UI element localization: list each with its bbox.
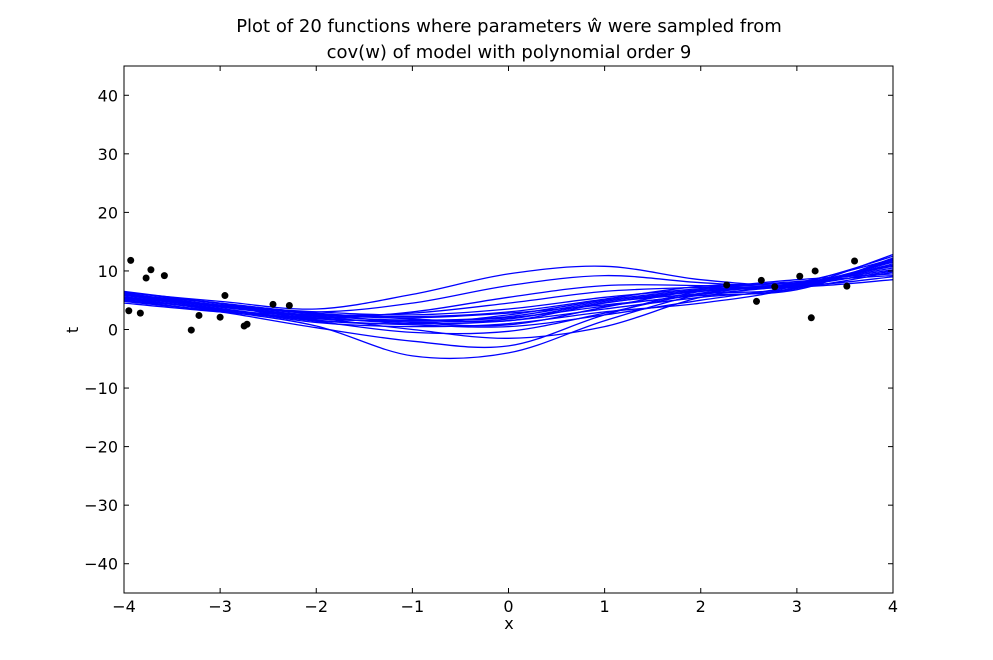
sampled-function-curve <box>123 260 894 321</box>
points-group <box>125 256 859 334</box>
sampled-function-curve <box>123 258 894 323</box>
data-point <box>843 282 851 290</box>
data-point <box>195 311 203 319</box>
y-tick-label: −40 <box>84 555 118 574</box>
x-axis-ticks: −4 −3 −2 −1 0 1 2 3 4 <box>112 66 898 616</box>
plot-area-background <box>124 66 893 593</box>
y-tick-label: 30 <box>98 145 118 164</box>
data-point <box>753 297 761 305</box>
chart-title-line1: Plot of 20 functions where parameters ŵ … <box>236 16 782 37</box>
x-tick-label: 0 <box>503 597 513 616</box>
data-point <box>269 300 277 308</box>
x-tick-label: 1 <box>600 597 610 616</box>
y-tick-label: −10 <box>84 379 118 398</box>
y-tick-label: −20 <box>84 438 118 457</box>
chart-title-line2: cov(w) of model with polynomial order 9 <box>327 42 692 63</box>
y-axis-ticks: −40 −30 −20 −10 0 10 20 30 40 <box>84 86 893 574</box>
curves-group <box>123 253 894 360</box>
data-point <box>811 267 819 275</box>
data-point <box>851 257 859 265</box>
data-point <box>771 283 779 291</box>
y-tick-label: −30 <box>84 496 118 515</box>
data-point <box>807 314 815 322</box>
x-tick-label: −2 <box>304 597 328 616</box>
data-point <box>160 272 168 280</box>
data-point <box>243 320 251 328</box>
x-tick-label: 3 <box>792 597 802 616</box>
data-point <box>125 307 133 315</box>
data-point <box>216 313 224 321</box>
x-tick-label: 2 <box>696 597 706 616</box>
data-point <box>723 281 731 289</box>
y-tick-label: 40 <box>98 86 118 105</box>
sampled-function-curve <box>123 269 894 318</box>
data-point <box>187 326 195 334</box>
data-point <box>796 272 804 280</box>
data-point <box>757 276 765 284</box>
data-point <box>147 266 155 274</box>
y-tick-label: 20 <box>98 203 118 222</box>
x-tick-label: −4 <box>112 597 136 616</box>
x-tick-label: 4 <box>888 597 898 616</box>
data-point <box>285 301 293 309</box>
data-point <box>221 292 229 300</box>
y-tick-label: 10 <box>98 262 118 281</box>
y-tick-label: 0 <box>108 321 118 340</box>
sampled-function-curve <box>123 265 894 310</box>
x-axis-label: x <box>504 614 513 633</box>
x-tick-label: −1 <box>401 597 425 616</box>
data-point <box>142 274 150 282</box>
y-axis-label: t <box>63 327 82 333</box>
x-tick-label: −3 <box>208 597 232 616</box>
data-point <box>127 256 135 264</box>
data-point <box>136 309 144 317</box>
